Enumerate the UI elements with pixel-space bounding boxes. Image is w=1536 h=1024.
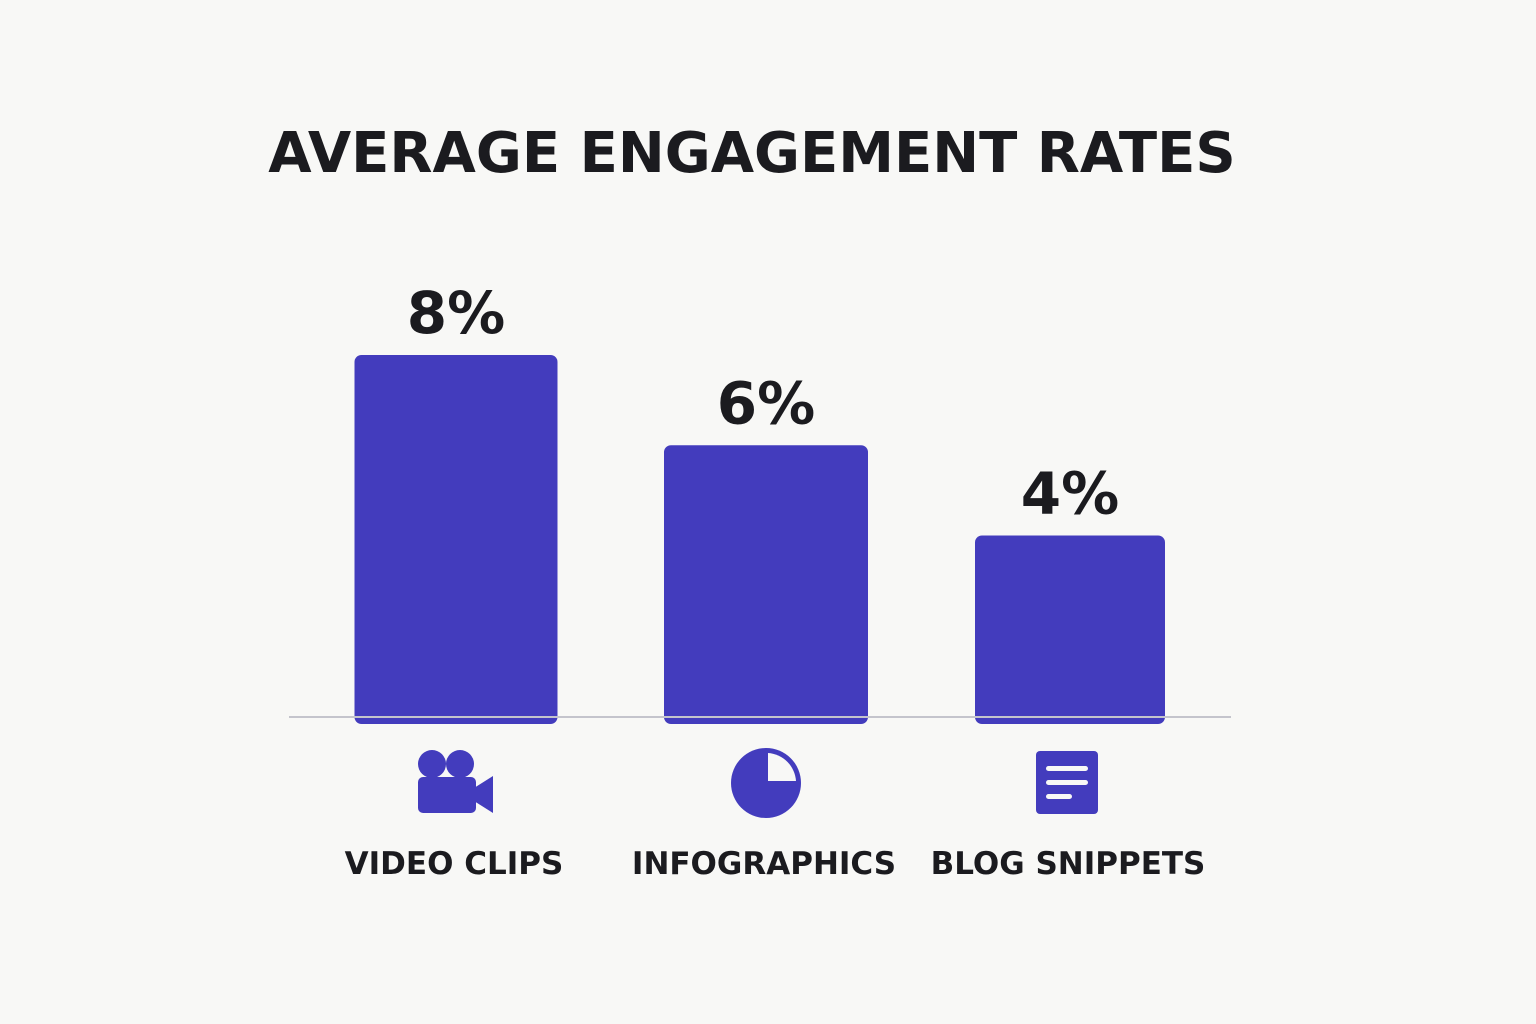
bar-blog-snippets — [975, 535, 1165, 724]
document-icon — [1036, 751, 1098, 814]
bars-layer — [354, 355, 1165, 724]
video-camera-icon — [418, 750, 493, 813]
value-label-video-clips: 8% — [407, 279, 505, 347]
chart-title: AVERAGE ENGAGEMENT RATES — [268, 121, 1235, 186]
icons-layer — [418, 748, 1098, 818]
pie-chart-icon — [731, 748, 801, 818]
category-label-infographics: INFOGRAPHICS — [632, 846, 896, 882]
category-label-video-clips: VIDEO CLIPS — [345, 846, 564, 882]
bar-infographics — [664, 445, 868, 724]
value-label-infographics: 6% — [717, 369, 815, 437]
labels-layer: 8% VIDEO CLIPS 6% INFOGRAPHICS 4% BLOG SNIPPE… — [345, 279, 1206, 882]
category-label-blog-snippets: BLOG SNIPPETS — [931, 846, 1206, 882]
value-label-blog-snippets: 4% — [1021, 460, 1119, 528]
bar-video-clips — [354, 355, 558, 724]
